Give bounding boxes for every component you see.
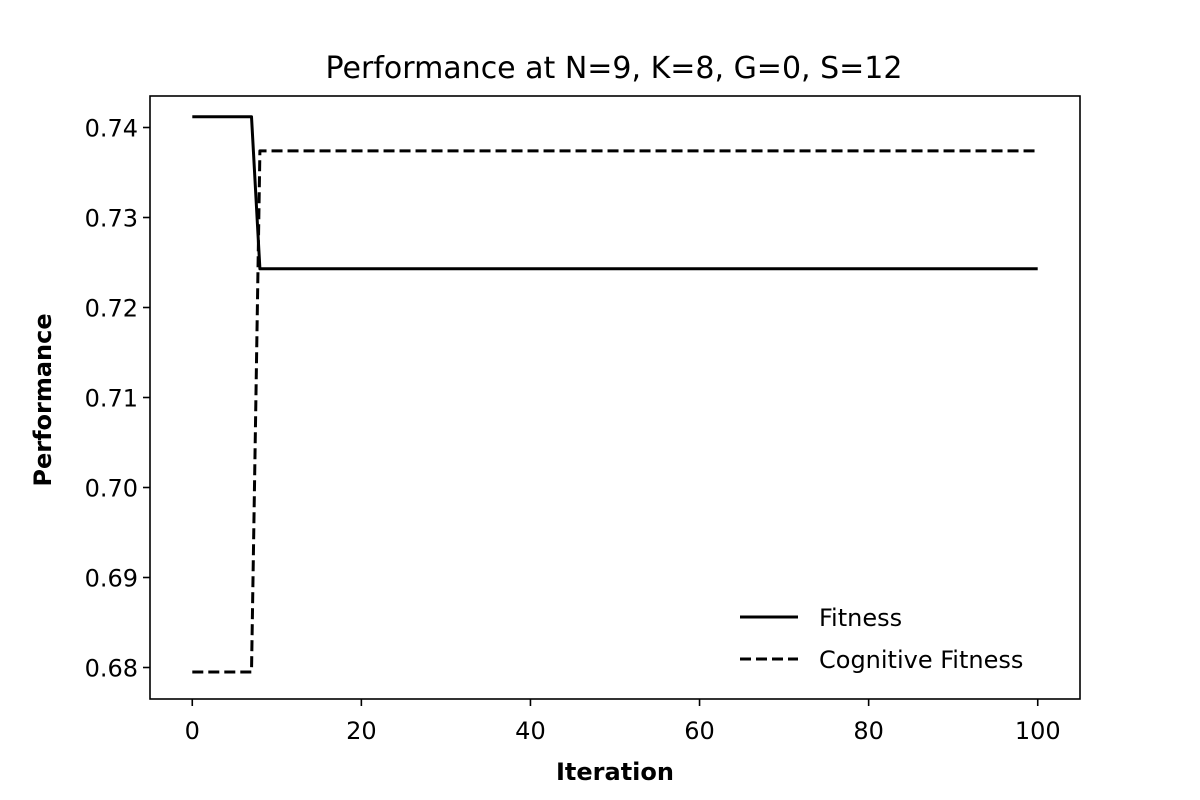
legend: Fitness Cognitive Fitness [740,604,1023,674]
legend-label-fitness: Fitness [819,604,902,632]
y-tick-label: 0.70 [85,475,138,503]
x-tick-label: 20 [346,717,377,745]
x-tick-label: 80 [853,717,884,745]
y-tick-label: 0.72 [85,295,138,323]
x-tick-label: 60 [684,717,715,745]
series-line-fitness [192,115,1038,271]
x-axis-label: Iteration [556,758,674,786]
y-tick-label: 0.71 [85,385,138,413]
ticks-layer: 0 20 40 60 80 100 0.68 0.69 0.70 0.71 0.72 0.73 0.74 [85,115,1061,746]
series-line-cognitive-fitness [192,149,1038,674]
y-tick-label: 0.69 [85,565,138,593]
x-tick-label: 40 [515,717,546,745]
y-axis-label: Performance [29,313,57,486]
y-tick-label: 0.68 [85,655,138,683]
x-tick-label: 100 [1015,717,1061,745]
y-tick-label: 0.73 [85,205,138,233]
plot-frame [149,95,1081,700]
x-tick-label: 0 [185,717,200,745]
y-tick-label: 0.74 [85,115,138,143]
series-layer [192,115,1038,674]
legend-label-cognitive-fitness: Cognitive Fitness [819,646,1023,674]
chart-title: Performance at N=9, K=8, G=0, S=12 [326,51,903,86]
